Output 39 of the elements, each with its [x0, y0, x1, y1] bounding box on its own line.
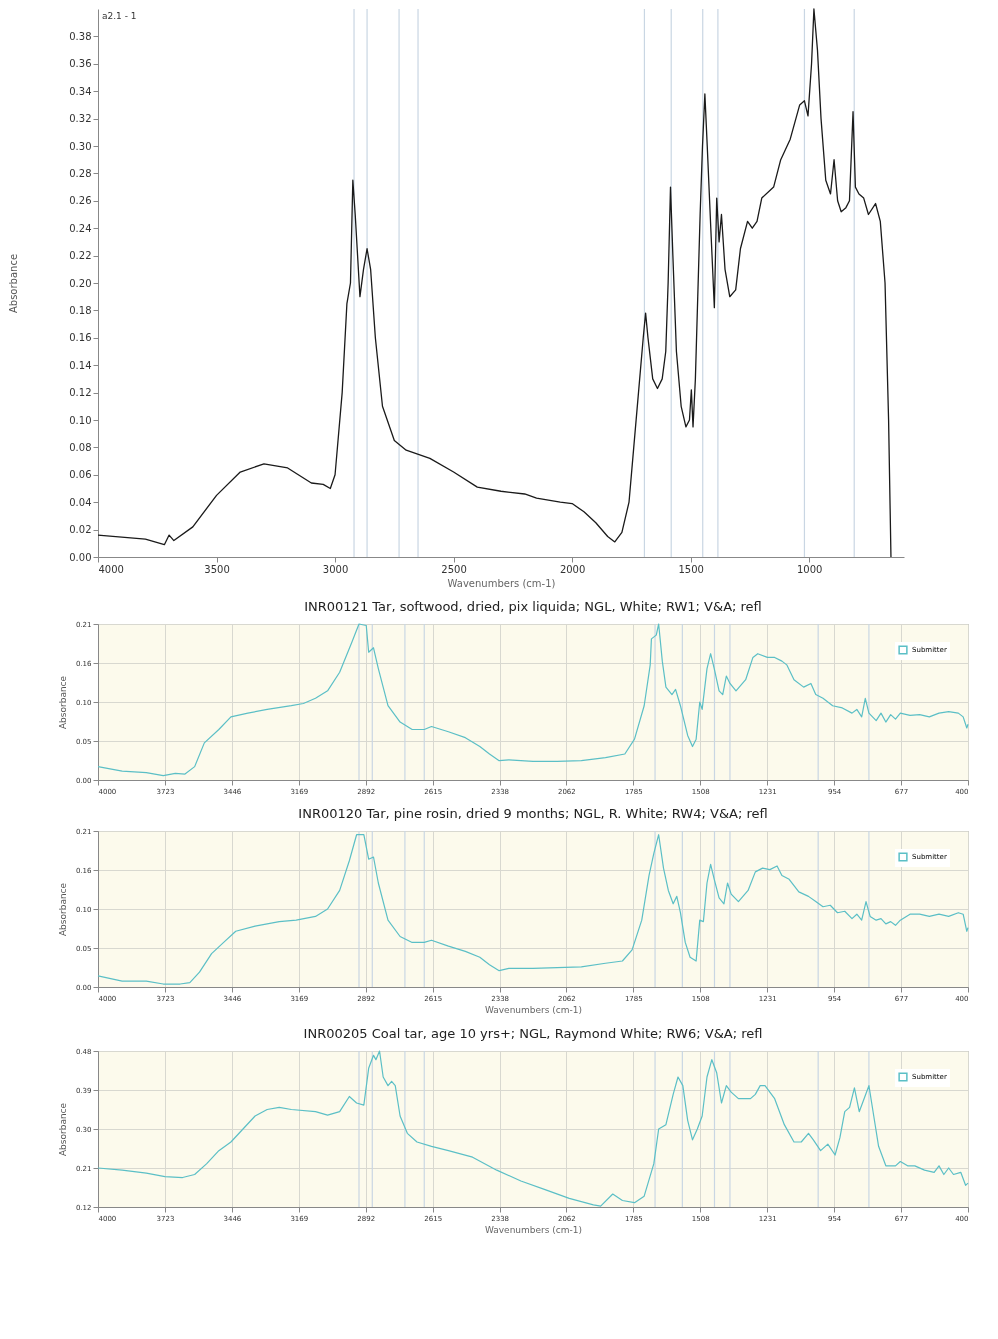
y-tick-label: 0.16 — [69, 332, 92, 344]
y-tick-label: 0.24 — [69, 222, 92, 234]
chart-title: INR00121 Tar, softwood, dried, pix liquida; NGL, White; RW1; V&A; refl — [304, 599, 762, 614]
y-tick-label: 0.30 — [69, 140, 92, 152]
y-tick-label: 0.32 — [69, 113, 92, 125]
y-tick-label: 0.18 — [69, 304, 92, 316]
annotation: a2.1 - 1 — [102, 11, 137, 21]
y-axis-title: Absorbance — [8, 253, 20, 314]
x-tick-label: 4000 — [98, 563, 124, 575]
y-tick-label: 0.12 — [69, 387, 92, 399]
y-axis-title: Absorbance — [57, 1102, 68, 1157]
x-tick-label: 3000 — [322, 563, 349, 575]
chart-title: INR00205 Coal tar, age 10 yrs+; NGL, Raymond White; RW6; V&A; refl — [303, 1026, 763, 1041]
line-series — [97, 623, 969, 777]
y-tick-label: 0.22 — [69, 250, 92, 262]
y-tick-label: 0.38 — [69, 30, 92, 42]
y-tick-label: 0.04 — [69, 496, 92, 508]
y-tick-label: 0.08 — [69, 441, 92, 453]
y-tick-label: 0.10 — [69, 414, 92, 426]
x-tick-label: 3500 — [204, 563, 230, 575]
x-tick-label: 1000 — [796, 563, 823, 575]
chart-title: INR00120 Tar, pine rosin, dried 9 months; NGL, R. White; RW4; V&A; refl — [298, 806, 768, 821]
x-axis-title: Wavenumbers (cm-1) — [484, 1224, 583, 1235]
y-tick-label: 0.14 — [69, 359, 92, 371]
y-axis-title: Absorbance — [57, 675, 68, 730]
y-tick-label: 0.34 — [69, 85, 92, 97]
y-tick-label: 0.00 — [69, 551, 92, 563]
y-tick-label: 0.02 — [69, 524, 92, 536]
x-tick-label: 2000 — [559, 563, 586, 575]
y-tick-label: 0.06 — [69, 469, 92, 481]
y-tick-label: 0.20 — [69, 277, 92, 289]
y-tick-label: 0.36 — [69, 58, 92, 70]
y-axis-title: Absorbance — [57, 882, 68, 937]
x-tick-label: 1500 — [678, 563, 704, 575]
x-axis-title: Wavenumbers (cm-1) — [484, 1004, 583, 1015]
x-tick-label: 2500 — [441, 563, 467, 575]
x-axis-title: Wavenumbers (cm-1) — [447, 577, 556, 589]
y-tick-label: 0.26 — [69, 195, 92, 207]
y-tick-label: 0.28 — [69, 167, 92, 179]
